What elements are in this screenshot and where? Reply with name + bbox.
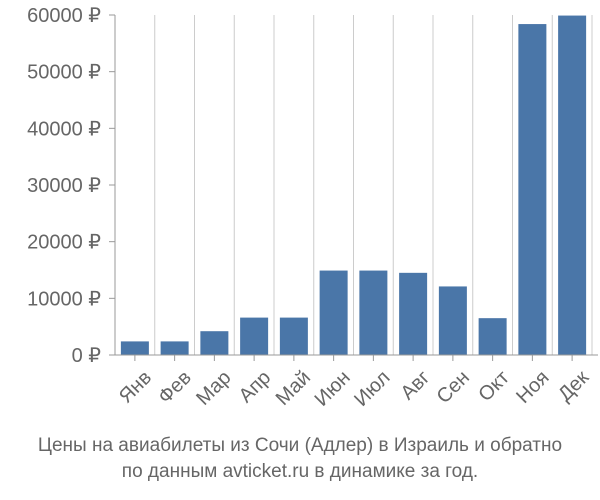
x-tick-label: Июн	[311, 367, 355, 411]
y-axis: 0 ₽ 10000 ₽ 20000 ₽ 30000 ₽ 40000 ₽ 50000 ₽ 60…	[27, 5, 116, 367]
x-tick-label: Ноя	[512, 367, 553, 408]
x-tick-label: Фев	[154, 367, 196, 409]
chart-caption-line-2: по данным avticket.ru в динамике за год.	[121, 461, 479, 482]
chart-caption-line-1: Цены на авиабилеты из Сочи (Адлер) в Изр…	[37, 435, 563, 456]
bar-10	[478, 318, 507, 355]
x-tick-label: Янв	[115, 367, 156, 408]
bar-1	[120, 341, 149, 355]
x-tick-label: Дек	[554, 366, 593, 405]
bar-3	[200, 331, 229, 355]
y-tick-label: 0 ₽	[72, 345, 102, 367]
y-tick-label: 40000 ₽	[27, 118, 101, 140]
bar-11	[518, 24, 547, 356]
bar-8	[399, 272, 428, 355]
y-tick-label: 30000 ₽	[27, 175, 101, 197]
bar-9	[438, 286, 467, 355]
x-tick-label: Мар	[192, 367, 235, 410]
bar-2	[160, 341, 189, 355]
y-tick-label: 20000 ₽	[27, 232, 101, 254]
x-tick-label: Май	[272, 367, 315, 410]
bar-12	[558, 15, 587, 355]
x-tick-label: Авг	[397, 367, 435, 405]
x-tick-label: Апр	[235, 367, 276, 408]
grid-lines	[114, 15, 593, 355]
bars	[120, 15, 587, 356]
x-tick-label: Окт	[474, 367, 513, 406]
bar-chart: 0 ₽ 10000 ₽ 20000 ₽ 30000 ₽ 40000 ₽ 50000 ₽ 60…	[27, 5, 598, 411]
y-tick-label: 10000 ₽	[27, 288, 101, 310]
y-tick-label: 50000 ₽	[27, 62, 101, 84]
x-tick-label: Июл	[350, 367, 394, 411]
bar-7	[359, 270, 388, 355]
bar-4	[240, 317, 269, 355]
bar-5	[279, 317, 308, 355]
bar-6	[319, 270, 348, 355]
x-tick-label: Сен	[433, 367, 474, 408]
y-tick-label: 60000 ₽	[27, 5, 101, 27]
